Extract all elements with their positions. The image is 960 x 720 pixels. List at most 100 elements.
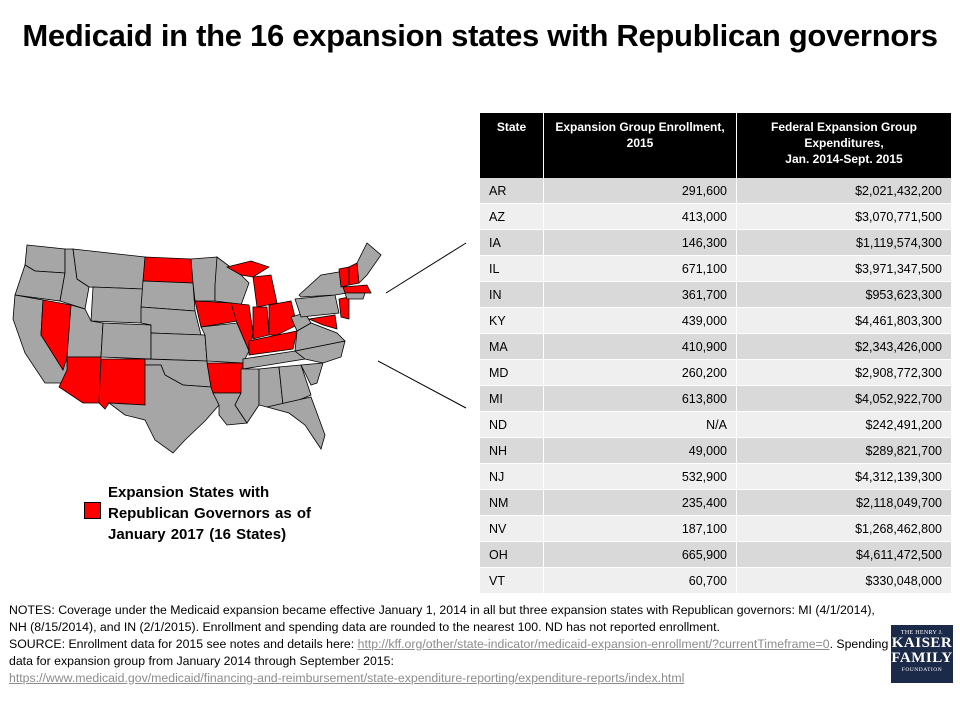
header-exp-line1: Federal Expansion Group Expenditures, — [770, 120, 918, 150]
table-row: NM 235,400 $2,118,049,700 — [480, 489, 951, 516]
expenditures-cell: $4,611,472,500 — [736, 541, 951, 568]
table-row: NJ 532,900 $4,312,139,300 — [480, 463, 951, 490]
state-cell: AR — [480, 178, 544, 204]
enrollment-cell: 413,000 — [543, 203, 737, 230]
expenditures-cell: $4,312,139,300 — [736, 463, 951, 490]
table-row: AR 291,600 $2,021,432,200 — [480, 178, 951, 204]
expenditures-cell: $2,908,772,300 — [736, 359, 951, 386]
table-row: MA 410,900 $2,343,426,000 — [480, 333, 951, 360]
state-cell: KY — [480, 307, 544, 334]
state-mi-up — [225, 260, 270, 278]
state-in — [252, 306, 270, 340]
state-cell: AZ — [480, 203, 544, 230]
state-cell: VT — [480, 567, 544, 594]
header-exp-line2: Jan. 2014-Sept. 2015 — [785, 152, 903, 166]
state-ks — [150, 332, 208, 362]
state-co — [100, 322, 152, 360]
state-nm — [98, 358, 146, 410]
table-row: NH 49,000 $289,821,700 — [480, 437, 951, 464]
state-wy — [90, 286, 144, 324]
enrollment-link[interactable]: http://kff.org/other/state-indicator/med… — [357, 637, 830, 651]
state-ma — [342, 284, 372, 294]
state-sd — [140, 280, 196, 312]
state-cell: IN — [480, 281, 544, 308]
table-row: MI 613,800 $4,052,922,700 — [480, 385, 951, 412]
state-cell: IA — [480, 229, 544, 256]
state-cell: MD — [480, 359, 544, 386]
state-vt — [338, 266, 350, 288]
state-mi-lp — [252, 274, 278, 308]
page-title: Medicaid in the 16 expansion states with… — [22, 18, 938, 53]
state-mt — [72, 248, 146, 290]
enrollment-cell: 60,700 — [543, 567, 737, 594]
enrollment-cell: 146,300 — [543, 229, 737, 256]
enrollment-cell: N/A — [543, 411, 737, 438]
table-row: IL 671,100 $3,971,347,500 — [480, 255, 951, 282]
state-nd — [142, 256, 194, 284]
spending-link[interactable]: https://www.medicaid.gov/medicaid/financ… — [9, 671, 685, 685]
enrollment-cell: 410,900 — [543, 333, 737, 360]
state-ky — [248, 330, 298, 356]
expenditures-cell: $2,021,432,200 — [736, 178, 951, 204]
state-oh — [268, 300, 298, 336]
table-row: KY 439,000 $4,461,803,300 — [480, 307, 951, 334]
state-pa — [294, 294, 340, 318]
table-row: NV 187,100 $1,268,462,800 — [480, 515, 951, 542]
us-map — [12, 242, 382, 454]
state-cell: ND — [480, 411, 544, 438]
enrollment-cell: 260,200 — [543, 359, 737, 386]
expenditures-cell: $3,070,771,500 — [736, 203, 951, 230]
state-ct-ri — [344, 292, 366, 300]
enrollment-cell: 532,900 — [543, 463, 737, 490]
enrollment-cell: 49,000 — [543, 437, 737, 464]
kff-logo: THE HENRY J. KAISER FAMILY FOUNDATION — [891, 625, 953, 683]
notes-text: NOTES: Coverage under the Medicaid expan… — [9, 603, 875, 634]
state-fl — [266, 396, 326, 450]
expenditures-cell: $953,623,300 — [736, 281, 951, 308]
state-cell: IL — [480, 255, 544, 282]
expenditures-cell: $3,971,347,500 — [736, 255, 951, 282]
table-row: AZ 413,000 $3,070,771,500 — [480, 203, 951, 230]
legend-label: Expansion States with Republican Governo… — [108, 484, 312, 543]
expenditures-cell: $330,048,000 — [736, 567, 951, 594]
expenditures-cell: $242,491,200 — [736, 411, 951, 438]
enrollment-cell: 439,000 — [543, 307, 737, 334]
enrollment-cell: 235,400 — [543, 489, 737, 516]
expenditures-cell: $2,118,049,700 — [736, 489, 951, 516]
header-state: State — [480, 113, 544, 178]
state-nv — [40, 299, 72, 371]
expenditures-cell: $289,821,700 — [736, 437, 951, 464]
table-row: IA 146,300 $1,119,574,300 — [480, 229, 951, 256]
state-nj — [338, 296, 350, 320]
state-cell: NV — [480, 515, 544, 542]
enrollment-cell: 291,600 — [543, 178, 737, 204]
state-cell: NM — [480, 489, 544, 516]
expenditures-cell: $2,343,426,000 — [736, 333, 951, 360]
state-sc — [300, 362, 324, 386]
enrollment-cell: 671,100 — [543, 255, 737, 282]
notes: NOTES: Coverage under the Medicaid expan… — [9, 602, 889, 687]
state-cell: OH — [480, 541, 544, 568]
source-mid: . Spending data for expansion group from… — [9, 637, 889, 668]
enrollment-cell: 613,800 — [543, 385, 737, 412]
state-md — [307, 314, 338, 330]
state-ar — [206, 362, 244, 394]
state-ia — [194, 300, 238, 328]
state-me — [356, 242, 382, 284]
enrollment-cell: 665,900 — [543, 541, 737, 568]
expenditures-cell: $4,052,922,700 — [736, 385, 951, 412]
legend-swatch — [84, 502, 101, 519]
state-cell: MI — [480, 385, 544, 412]
table-row: IN 361,700 $953,623,300 — [480, 281, 951, 308]
enrollment-cell: 187,100 — [543, 515, 737, 542]
state-cell: NH — [480, 437, 544, 464]
expenditures-cell: $4,461,803,300 — [736, 307, 951, 334]
source-prefix: SOURCE: Enrollment data for 2015 see not… — [9, 637, 358, 651]
expenditures-cell: $1,268,462,800 — [736, 515, 951, 542]
header-expenditures: Federal Expansion Group Expenditures, Ja… — [736, 113, 951, 178]
state-cell: NJ — [480, 463, 544, 490]
header-enrollment: Expansion Group Enrollment, 2015 — [543, 113, 737, 178]
state-tx — [107, 364, 220, 454]
table-row: VT 60,700 $330,048,000 — [480, 567, 951, 594]
table-row: OH 665,900 $4,611,472,500 — [480, 541, 951, 568]
